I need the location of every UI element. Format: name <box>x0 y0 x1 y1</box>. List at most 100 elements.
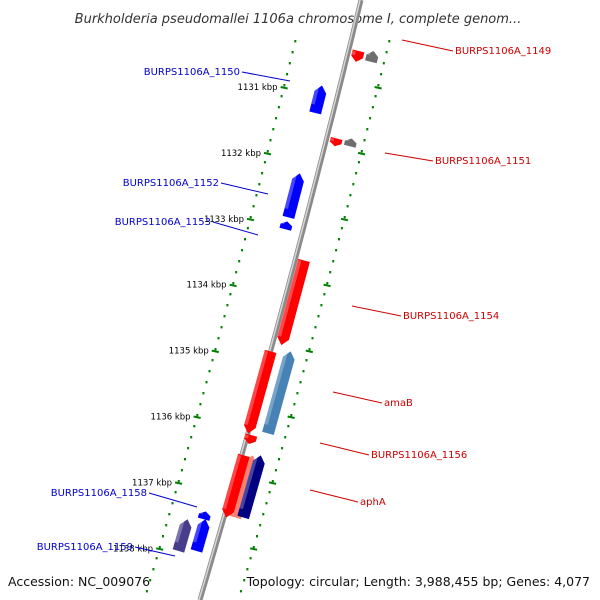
gene-g1158[interactable] <box>197 510 212 521</box>
scale-dot-right <box>308 348 311 351</box>
scale-dot-right <box>239 590 242 593</box>
gene-label-g1153[interactable]: BURPS1106A_1153 <box>115 217 211 228</box>
gene-g1159[interactable] <box>190 518 212 553</box>
gene-features-layer <box>172 49 379 553</box>
gene-arrow-g1151[interactable] <box>329 137 343 148</box>
gene-arrow-gAmaB[interactable] <box>242 349 277 435</box>
scale-dot-left <box>255 194 258 197</box>
feature-arrow-f-navy-aphA[interactable] <box>237 454 266 520</box>
feature-arrow-f-steel-amaB[interactable] <box>262 350 296 435</box>
scale-dot-left <box>208 370 211 373</box>
gene-label-g1156[interactable]: BURPS1106A_1156 <box>371 450 467 461</box>
feature-f-gray-1149[interactable] <box>365 50 379 64</box>
scale-dot-left <box>291 51 294 54</box>
feature-f-navy-aphA[interactable] <box>237 454 266 520</box>
gene-label-g1151[interactable]: BURPS1106A_1151 <box>435 156 531 167</box>
gene-label-g1159[interactable]: BURPS1106A_1159 <box>37 542 133 553</box>
gene-g1154[interactable] <box>276 258 310 347</box>
scale-dot-left <box>220 326 223 329</box>
gene-g1151[interactable] <box>329 137 343 148</box>
scale-dot-right <box>366 128 369 131</box>
scale-tick-mark-right <box>323 283 331 288</box>
scale-dot-right <box>380 73 383 76</box>
feature-f-gray-1151[interactable] <box>343 137 358 148</box>
scale-dot-right <box>305 359 308 362</box>
scale-dot-right <box>299 381 302 384</box>
scale-dot-left <box>149 579 152 582</box>
scale-dot-right <box>287 425 290 428</box>
scale-tick-mark-right <box>357 151 366 156</box>
scale-dot-left <box>184 458 186 461</box>
gene-arrow-g1153[interactable] <box>279 220 293 231</box>
scale-dot-left <box>286 73 289 76</box>
gene-label-g1158[interactable]: BURPS1106A_1158 <box>51 488 147 499</box>
scale-dot-right <box>377 84 380 87</box>
label-leader-line <box>241 71 291 82</box>
gene-label-gAmaB[interactable]: amaB <box>384 398 413 409</box>
scale-dot-right <box>374 95 377 98</box>
scale-dot-left <box>180 469 183 472</box>
scale-dot-right <box>268 491 271 494</box>
gene-gAphA[interactable] <box>220 453 250 519</box>
map-title: Burkholderia pseudomallei 1106a chromoso… <box>75 12 522 27</box>
feature-f-steel-amaB[interactable] <box>262 350 296 435</box>
arrow-shade <box>174 518 185 543</box>
scale-dot-left <box>202 392 205 395</box>
gene-gAmaB[interactable] <box>242 349 277 435</box>
gene-arrow-gAphA[interactable] <box>220 453 250 519</box>
scale-tick-mark-right <box>268 481 277 485</box>
gene-label-g1152[interactable]: BURPS1106A_1152 <box>123 178 219 189</box>
scale-tick-mark-right <box>374 86 382 90</box>
scale-dot-left <box>266 150 269 153</box>
gene-arrow-g1150[interactable] <box>309 84 328 115</box>
scale-tick-mark <box>174 481 183 485</box>
gene-arrow-g1159[interactable] <box>190 518 212 553</box>
gene-arrow-g1158[interactable] <box>197 510 212 521</box>
scale-dot-left <box>158 546 161 549</box>
scale-tick-label: 1135 kbp <box>169 347 209 357</box>
arrow-shade <box>222 454 242 510</box>
scale-dot-left <box>205 381 208 384</box>
scale-tick-mark <box>155 547 164 551</box>
scale-dot-right <box>259 524 262 527</box>
gene-arrow-g1156[interactable] <box>243 433 258 446</box>
scale-dot-right <box>284 436 287 439</box>
feature-f-slate-1159[interactable] <box>172 518 194 553</box>
scale-tick-label: 1133 kbp <box>204 215 244 225</box>
label-leader-line <box>351 305 402 317</box>
scale-tick-label: 1137 kbp <box>132 478 172 488</box>
scale-dot-left <box>263 161 266 164</box>
gene-arrow-g1152[interactable] <box>282 172 306 219</box>
feature-arrow-f-gray-1151[interactable] <box>343 137 358 148</box>
scale-tick-mark <box>229 283 237 288</box>
scale-tick-label: 1131 kbp <box>238 83 278 93</box>
scale-dot-right <box>382 62 385 65</box>
label-leader-line <box>148 492 198 508</box>
scale-dot-right <box>271 480 274 483</box>
feature-arrow-f-gray-1149[interactable] <box>365 50 379 64</box>
gene-g1149[interactable] <box>350 49 365 64</box>
feature-arrow-f-slate-1159[interactable] <box>172 518 194 553</box>
scale-dot-left <box>275 117 278 120</box>
scale-dot-right <box>293 403 296 406</box>
scale-dot-right <box>352 183 355 186</box>
gene-g1156[interactable] <box>243 433 258 446</box>
label-leader-line <box>309 489 359 503</box>
gene-label-g1154[interactable]: BURPS1106A_1154 <box>403 311 499 322</box>
gene-g1150[interactable] <box>309 84 328 115</box>
scale-dot-left <box>196 414 199 417</box>
scale-dot-right <box>246 568 249 571</box>
gene-label-gAphA[interactable]: aphA <box>360 497 386 508</box>
gene-arrow-g1149[interactable] <box>350 49 365 64</box>
scale-dot-left <box>199 403 202 406</box>
gene-label-g1149[interactable]: BURPS1106A_1149 <box>455 46 551 57</box>
gene-g1153[interactable] <box>279 220 293 231</box>
scale-dot-right <box>338 238 340 241</box>
scale-dot-left <box>277 106 280 109</box>
gene-g1152[interactable] <box>282 172 306 219</box>
scale-dot-right <box>317 315 320 318</box>
gene-label-g1150[interactable]: BURPS1106A_1150 <box>144 67 240 78</box>
scale-dot-right <box>371 106 374 109</box>
scale-dot-left <box>241 249 244 252</box>
gene-arrow-g1154[interactable] <box>276 258 310 347</box>
